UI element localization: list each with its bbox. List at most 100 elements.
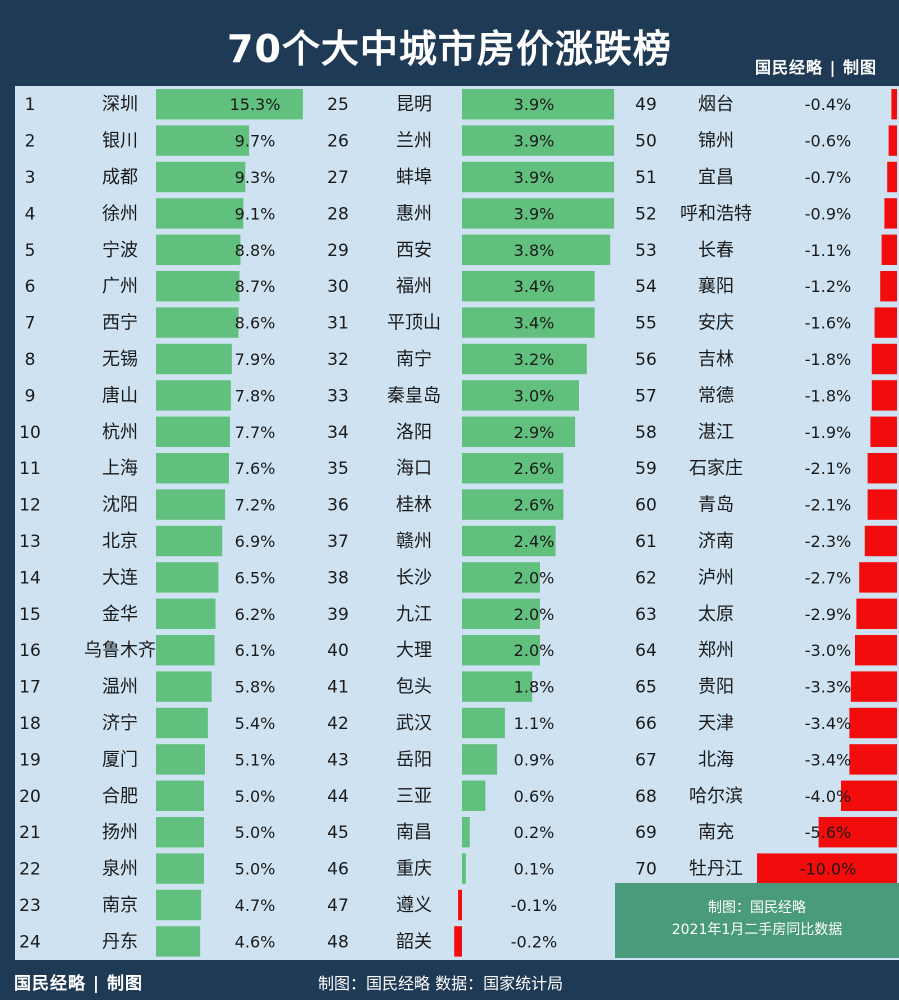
value-label: 7.9% [235,350,276,369]
value-label: -2.7% [805,568,851,587]
city-label: 合肥 [102,786,138,807]
value-label: 3.9% [514,132,555,151]
rank-label: 22 [19,860,41,880]
city-label: 厦门 [102,749,138,770]
value-label: 6.1% [235,641,276,660]
value-label: -2.1% [805,459,851,478]
city-label: 泸州 [698,567,734,588]
page-title: 70个大中城市房价涨跌榜 [227,27,672,71]
value-label: -1.8% [805,386,851,405]
rank-label: 61 [635,532,657,552]
brand-bottom: 国民经略 | 制图 [14,974,144,994]
rank-label: 47 [327,896,349,916]
value-label: 7.2% [235,496,276,515]
city-label: 牡丹江 [689,859,743,880]
value-label: -3.3% [805,678,851,697]
city-label: 唐山 [102,385,138,406]
rank-label: 1 [25,95,36,115]
city-label: 青岛 [698,495,734,516]
bar-46 [462,853,466,884]
bar-41 [462,671,533,702]
value-label: 2.4% [514,532,555,551]
rank-label: 37 [327,532,349,552]
value-label: 5.0% [235,787,276,806]
bar-7 [156,307,239,338]
rank-label: 27 [327,168,349,188]
bar-43 [462,744,498,775]
city-label: 吉林 [698,349,734,370]
value-label: 0.2% [514,823,555,842]
value-label: -3.4% [805,750,851,769]
rank-label: 34 [327,423,349,443]
rank-label: 11 [19,459,41,479]
rank-label: 29 [327,241,349,261]
rank-label: 58 [635,423,657,443]
value-label: -1.8% [805,350,851,369]
city-label: 西宁 [102,313,138,334]
rank-label: 36 [327,496,349,516]
value-label: 2.9% [514,423,555,442]
city-label: 洛阳 [396,422,432,443]
bar-33 [462,380,579,411]
rank-label: 20 [19,787,41,807]
rank-label: 62 [635,568,657,588]
value-label: 5.0% [235,860,276,879]
value-label: 5.1% [235,750,276,769]
value-label: 3.9% [514,204,555,223]
city-label: 徐州 [102,203,138,224]
city-label: 海口 [396,458,432,479]
city-label: 昆明 [396,94,432,115]
bar-47 [458,889,462,921]
rank-label: 46 [327,860,349,880]
value-label: 3.8% [514,241,555,260]
city-label: 上海 [102,458,138,479]
value-label: 5.8% [235,678,276,697]
city-label: 沈阳 [102,495,138,516]
value-label: 8.6% [235,314,276,333]
bar-49 [891,89,897,120]
bar-67 [849,744,897,775]
bar-61 [864,525,897,557]
bar-56 [871,343,897,375]
value-label: -0.2% [511,932,557,951]
city-label: 太原 [698,604,734,625]
value-label: 6.9% [235,532,276,551]
city-label: 蚌埠 [396,167,432,188]
value-label: 2.6% [514,496,555,515]
rank-label: 55 [635,314,657,334]
city-label: 郑州 [698,640,734,661]
value-label: 6.5% [235,568,276,587]
rank-label: 31 [327,314,349,334]
value-label: 1.1% [514,714,555,733]
rank-label: 66 [635,714,657,734]
city-label: 北海 [698,749,734,770]
value-label: 1.8% [514,678,555,697]
bar-36 [462,489,564,520]
bar-10 [156,416,230,447]
value-label: 3.2% [514,350,555,369]
value-label: 2.0% [514,605,555,624]
bar-16 [156,635,215,666]
city-label: 三亚 [396,786,432,807]
city-label: 南昌 [396,822,432,843]
rank-label: 33 [327,386,349,406]
bar-27 [462,161,615,193]
bar-48 [454,926,462,957]
rank-label: 59 [635,459,657,479]
rank-label: 64 [635,641,657,661]
value-label: 3.9% [514,95,555,114]
city-label: 济宁 [102,713,138,734]
city-label: 无锡 [102,349,138,370]
value-label: 7.6% [235,459,276,478]
header: 70个大中城市房价涨跌榜 国民经略 | 制图 [0,0,899,84]
rank-label: 63 [635,605,657,625]
value-label: -4.0% [805,787,851,806]
footer: 国民经略 | 制图 制图：国民经略 数据：国家统计局 [0,960,899,1000]
rank-label: 50 [635,132,657,152]
city-label: 重庆 [396,859,432,880]
bar-64 [855,635,897,666]
value-label: 2.0% [514,568,555,587]
city-label: 常德 [698,385,734,406]
bar-37 [462,525,556,557]
rank-label: 12 [19,496,41,516]
